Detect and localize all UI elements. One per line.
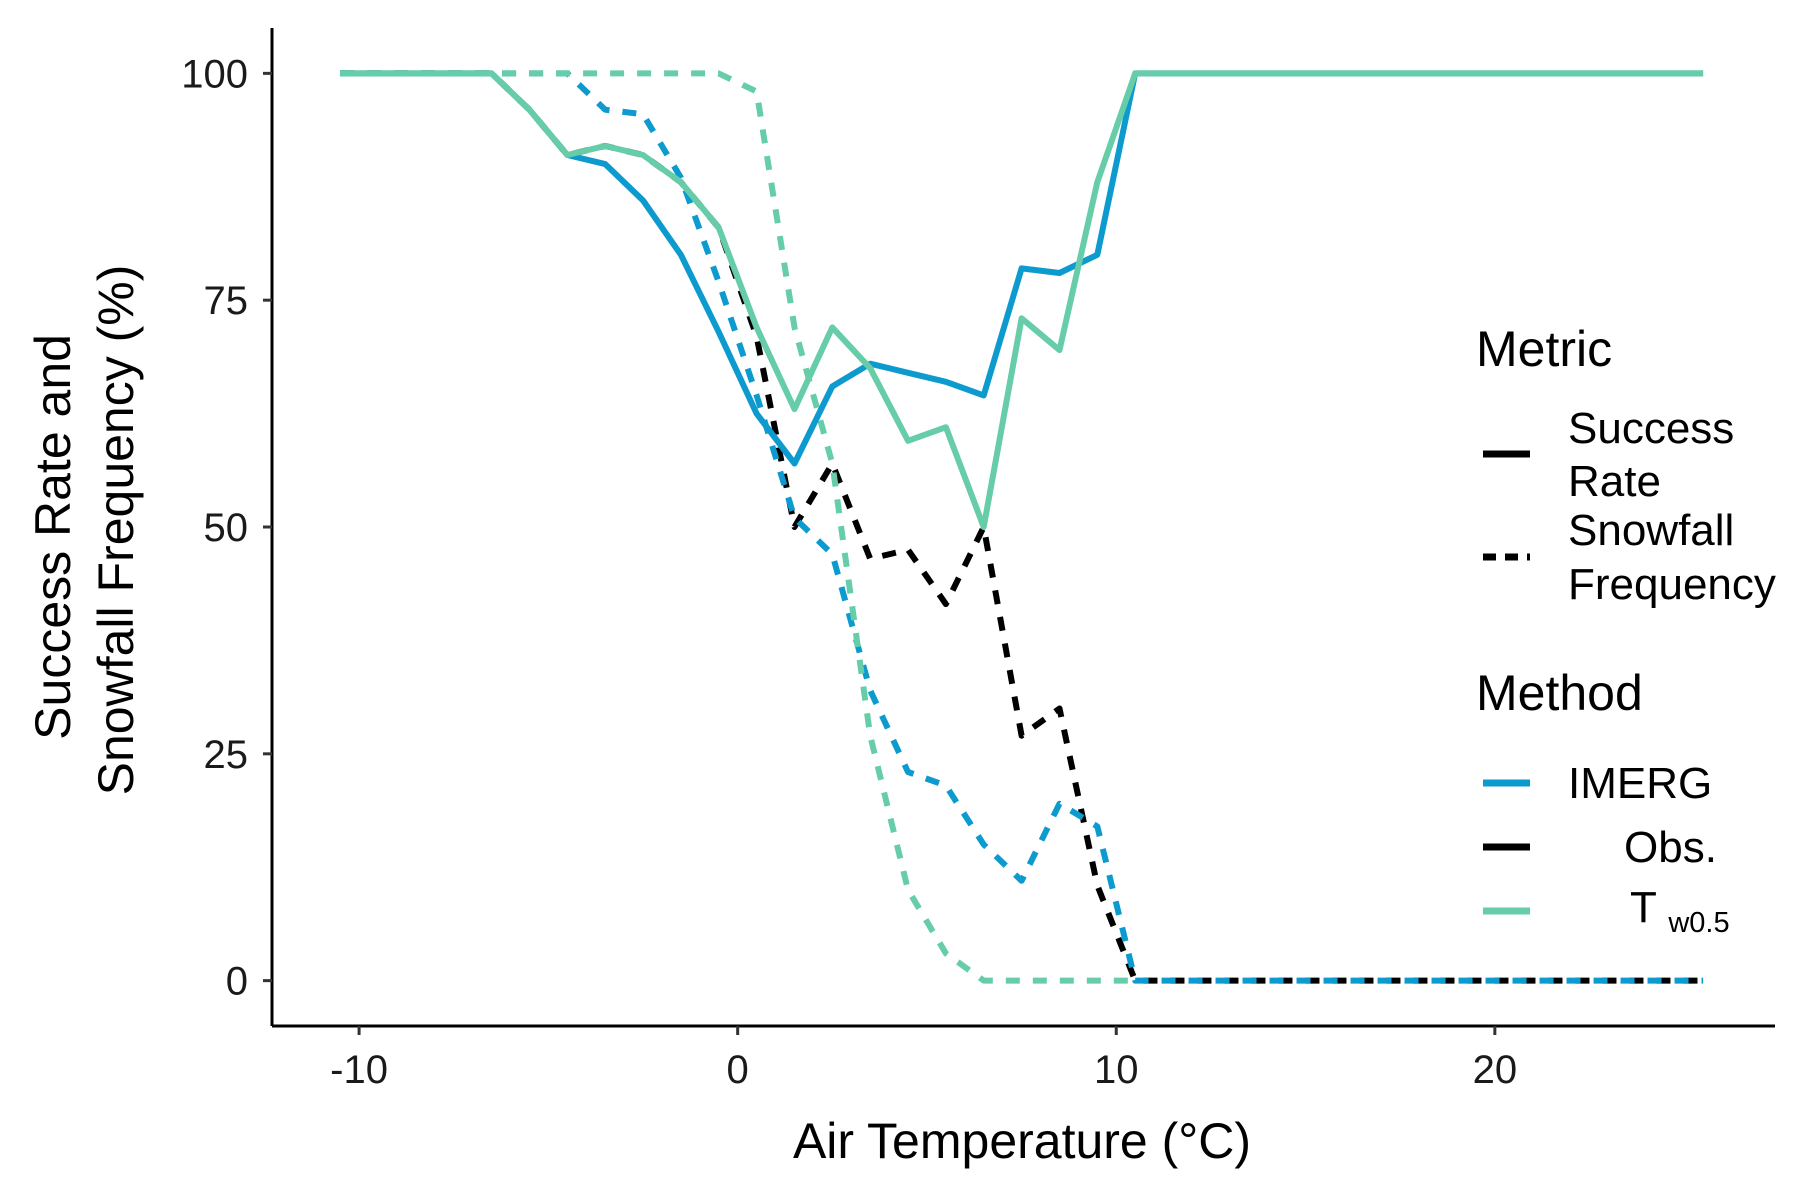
y-axis-title: Success Rate and Snowfall Frequency (%) — [25, 265, 144, 796]
legend-label-success-rate: Success Rate — [1568, 404, 1747, 506]
series-layer — [340, 70, 1704, 984]
legend-label-tw: T w0.5 — [1630, 883, 1730, 939]
legend-label-obs: Obs. — [1624, 823, 1717, 872]
x-axis-title: Air Temperature (°C) — [793, 1113, 1251, 1169]
series-line-tw0-5-success-rate — [340, 70, 1704, 530]
legend-label-snowfall-frequency: Snowfall Frequency — [1568, 506, 1776, 609]
y-axis-title-line-2: Snowfall Frequency (%) — [88, 265, 144, 796]
y-tick-label: 25 — [204, 733, 249, 777]
y-tick-label: 50 — [204, 506, 249, 550]
legend-label-tw-main: T — [1630, 883, 1656, 932]
y-axis-title-line-1: Success Rate and — [25, 334, 81, 740]
y-tick-label: 75 — [204, 279, 249, 323]
y-tick-label: 0 — [226, 960, 248, 1004]
legend: Metric Success Rate Snowfall Frequency M… — [1476, 321, 1776, 939]
x-tick-label: 10 — [1094, 1048, 1139, 1092]
legend-label-tw-sub: w0.5 — [1667, 907, 1729, 939]
x-tick-label: 20 — [1473, 1048, 1518, 1092]
x-tick-label: 0 — [727, 1048, 749, 1092]
x-tick-label: -10 — [330, 1048, 388, 1092]
series-line-obs-snowfall-frequency — [340, 70, 1704, 984]
ticks: -10 0 10 20 0 25 50 75 100 — [181, 52, 1517, 1092]
y-tick-label: 100 — [181, 52, 248, 96]
series-line-tw0-5-snowfall-frequency — [340, 70, 1136, 984]
legend-method-title: Method — [1476, 665, 1643, 721]
legend-label-imerg: IMERG — [1568, 759, 1712, 808]
legend-metric-title: Metric — [1476, 321, 1612, 377]
